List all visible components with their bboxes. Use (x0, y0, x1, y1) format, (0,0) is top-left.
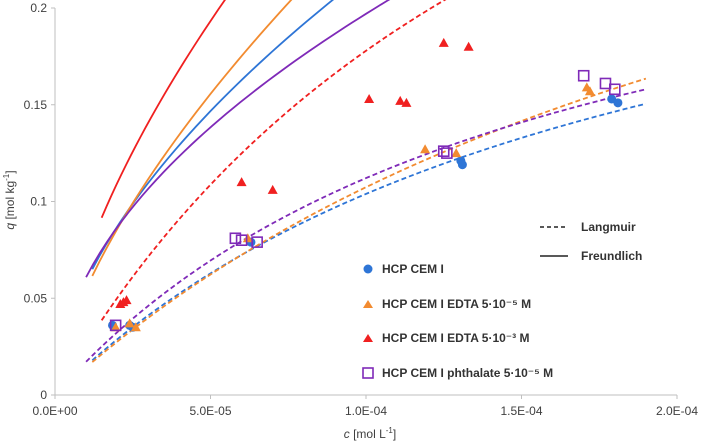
data-point-hcp-cem-i-phthalate-5-10-m (441, 147, 453, 159)
data-point-hcp-cem-i-edta-5-10-m (364, 93, 375, 103)
fit-curves (85, 0, 647, 363)
data-point-hcp-cem-i-phthalate-5-10-m (251, 236, 263, 248)
legend-label-freundlich: Freundlich (581, 249, 642, 263)
data-point-hcp-cem-i-phthalate-5-10-m (437, 145, 450, 157)
data-point-hcp-cem-i-phthalate-5-10-m (229, 232, 242, 245)
x-tick-label: 0.0E+00 (32, 404, 77, 418)
legend-label-phthalate: HCP CEM I phthalate 5·10⁻⁵ M (382, 366, 553, 380)
freundlich-curve-hcp-cem-i (91, 0, 335, 270)
langmuir-curve-hcp-cem-i (91, 102, 647, 361)
data-point-hcp-cem-i-edta-5-10-m (124, 318, 135, 328)
legend-marker-hcp-cem-i (363, 264, 373, 274)
x-tick-label: 2.0E-04 (656, 404, 698, 418)
axes (51, 7, 678, 399)
freundlich-curve-hcp-cem-i-phthalate-5-10-m (85, 0, 391, 278)
x-axis-label: c [mol L-1] (344, 426, 396, 441)
data-point-hcp-cem-i-edta-5-10-m (121, 295, 132, 305)
data-point-hcp-cem-i-edta-5-10-m (130, 322, 141, 332)
data-point-hcp-cem-i-edta-5-10-m (267, 184, 278, 194)
freundlich-curve-hcp-cem-i-edta-5-10-m (91, 0, 293, 277)
y-axis-label: q [mol kg-1] (2, 170, 17, 229)
y-tick-label: 0.15 (24, 98, 48, 112)
y-tick-label: 0 (40, 388, 47, 402)
data-point-hcp-cem-i-edta-5-10-m (463, 41, 474, 51)
freundlich-curve-hcp-cem-i-edta-5-10-m (100, 0, 226, 219)
tick-labels: 0.0E+00 5.0E-05 1.0E-04 1.5E-04 2.0E-04 0 0.05… (24, 1, 699, 418)
data-point-hcp-cem-i-edta-5-10-m (584, 86, 595, 96)
y-tick-label: 0.2 (30, 1, 47, 15)
data-point-hcp-cem-i-phthalate-5-10-m (577, 69, 590, 82)
langmuir-curve-hcp-cem-i-edta-5-10-m (100, 0, 447, 321)
data-point-hcp-cem-i-phthalate-5-10-m (235, 234, 248, 246)
data-point-hcp-cem-i-edta-5-10-m (401, 97, 412, 107)
data-point-hcp-cem-i (613, 98, 623, 108)
data-point-hcp-cem-i-edta-5-10-m (420, 144, 431, 154)
data-point-hcp-cem-i-phthalate-5-10-m (608, 83, 621, 96)
data-point-hcp-cem-i-edta-5-10-m (110, 322, 121, 332)
legend-marker-edta-5e-3 (363, 334, 373, 342)
legend-label-edta-5e-5: HCP CEM I EDTA 5·10⁻⁵ M (382, 297, 531, 311)
legend-label-hcp-cem-i: HCP CEM I (382, 262, 444, 276)
legend-label-langmuir: Langmuir (581, 220, 636, 234)
data-point-hcp-cem-i-phthalate-5-10-m (599, 77, 612, 90)
langmuir-curve-hcp-cem-i-phthalate-5-10-m (85, 88, 647, 363)
y-tick-label: 0.1 (30, 195, 47, 209)
data-point-hcp-cem-i-phthalate-5-10-m (109, 319, 122, 332)
data-point-hcp-cem-i-edta-5-10-m (438, 37, 449, 47)
y-tick-label: 0.05 (24, 291, 48, 305)
data-point-hcp-cem-i-edta-5-10-m (242, 233, 253, 243)
legend-marker-phthalate (362, 367, 374, 379)
legend-marker-edta-5e-5 (363, 300, 373, 308)
line-style-legend: Langmuir Freundlich (540, 220, 642, 263)
legend-label-edta-5e-3: HCP CEM I EDTA 5·10⁻³ M (382, 331, 529, 345)
data-point-hcp-cem-i-edta-5-10-m (236, 177, 247, 187)
data-point-hcp-cem-i (457, 160, 467, 170)
data-markers (108, 37, 623, 332)
x-tick-label: 5.0E-05 (189, 404, 231, 418)
x-tick-label: 1.0E-04 (345, 404, 387, 418)
data-point-hcp-cem-i-edta-5-10-m (451, 148, 462, 158)
data-point-hcp-cem-i-edta-5-10-m (395, 95, 406, 105)
series-legend: HCP CEM I HCP CEM I EDTA 5·10⁻⁵ M HCP CE… (362, 262, 553, 380)
langmuir-curve-hcp-cem-i-edta-5-10-m (91, 77, 647, 363)
x-tick-label: 1.5E-04 (500, 404, 542, 418)
